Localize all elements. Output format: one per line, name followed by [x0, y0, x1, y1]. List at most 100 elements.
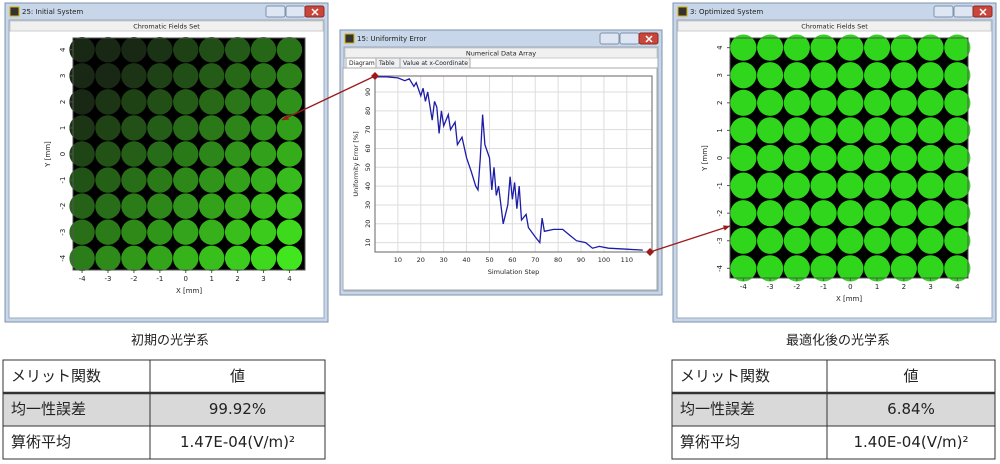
close-icon — [311, 8, 319, 16]
window-icon — [9, 6, 20, 17]
light-spot — [250, 115, 277, 141]
y-tick-label: 3 — [716, 73, 724, 77]
light-spot — [810, 34, 837, 61]
light-spot — [890, 172, 917, 199]
light-spot — [173, 63, 199, 89]
light-spot — [837, 89, 864, 116]
light-spot — [250, 167, 277, 193]
window-button[interactable] — [953, 5, 974, 18]
light-spot — [917, 62, 944, 89]
light-spot — [783, 255, 810, 282]
light-spot — [276, 245, 303, 271]
y-tick-label: 0 — [59, 152, 67, 156]
light-spot — [730, 144, 757, 172]
light-spot — [917, 89, 944, 116]
x-tick-label: 0 — [848, 283, 852, 291]
table-cell: 1.47E-04(V/m)² — [180, 433, 295, 451]
light-spot — [276, 219, 303, 245]
x-tick-label: 40 — [462, 256, 470, 264]
x-tick-label: 2 — [902, 283, 906, 291]
data-line — [375, 76, 643, 251]
table-cell: 均一性誤差 — [11, 400, 86, 418]
x-tick-label: 50 — [485, 256, 493, 264]
x-tick-label: -3 — [767, 283, 774, 291]
arrow-tail — [646, 248, 654, 256]
light-spot — [917, 34, 944, 61]
light-spot — [783, 89, 810, 116]
light-spot — [783, 172, 810, 199]
light-spot — [250, 219, 277, 245]
close-icon — [645, 35, 653, 43]
light-spot — [730, 117, 757, 144]
window-button[interactable] — [619, 32, 640, 45]
light-spot — [944, 34, 971, 61]
light-spot — [147, 219, 173, 245]
light-spot — [757, 89, 784, 116]
light-spot — [783, 34, 810, 61]
arrow-head — [282, 114, 289, 120]
light-spot — [944, 62, 971, 89]
light-spot — [917, 144, 944, 172]
light-spot — [69, 167, 95, 193]
light-spot — [95, 193, 121, 219]
y-tick-label: 70 — [364, 126, 372, 134]
x-tick-label: -1 — [156, 275, 163, 283]
window-icon — [677, 6, 688, 17]
window-button[interactable] — [599, 32, 620, 45]
light-spot — [863, 172, 891, 199]
light-spot — [173, 193, 199, 219]
caption: 初期の光学系 — [131, 333, 209, 349]
light-spot — [224, 115, 251, 141]
light-spot — [757, 34, 784, 61]
light-spot — [757, 227, 784, 254]
light-spot — [121, 63, 147, 89]
light-spot — [198, 167, 225, 193]
window-button[interactable] — [285, 5, 306, 18]
light-spot — [863, 200, 891, 227]
caption: 最適化後の光学系 — [786, 333, 890, 349]
light-spot — [121, 141, 147, 167]
table-cell: 均一性誤差 — [680, 400, 755, 418]
light-spot — [250, 37, 277, 63]
y-tick-label: -4 — [716, 264, 724, 272]
y-tick-label: 90 — [364, 88, 372, 96]
light-spot — [783, 200, 810, 227]
chart-panel — [342, 67, 658, 291]
tab-label: Table — [378, 60, 395, 67]
light-spot — [224, 141, 251, 167]
window-button[interactable] — [933, 5, 954, 18]
table-header: 値 — [230, 367, 245, 385]
light-spot — [837, 62, 864, 89]
light-spot — [276, 167, 303, 193]
x-tick-label: 60 — [508, 256, 516, 264]
y-tick-label: -3 — [716, 237, 724, 244]
x-tick-label: -2 — [793, 283, 800, 291]
y-tick-label: 10 — [364, 238, 372, 246]
window-icon — [344, 33, 355, 44]
light-spot — [250, 245, 277, 271]
light-spot — [890, 255, 917, 282]
light-spot — [757, 62, 784, 89]
light-spot — [224, 167, 251, 193]
light-spot — [173, 245, 199, 271]
y-tick-label: 50 — [364, 163, 372, 171]
light-spot — [810, 89, 837, 116]
light-spot — [147, 115, 173, 141]
pointer-arrow — [649, 225, 731, 253]
x-tick-label: 1 — [875, 283, 879, 291]
header-text: Numerical Data Array — [466, 50, 536, 58]
light-spot — [890, 117, 917, 144]
light-spot — [173, 219, 199, 245]
light-spot — [173, 115, 199, 141]
x-tick-label: 3 — [261, 275, 265, 283]
x-tick-label: 0 — [184, 275, 188, 283]
x-axis-label: X [mm] — [176, 287, 202, 295]
light-spot — [198, 245, 225, 271]
light-spot — [173, 89, 199, 115]
window-button[interactable] — [265, 5, 286, 18]
table-row-shade — [3, 393, 325, 426]
light-spot — [917, 117, 944, 144]
table-border — [2, 359, 326, 460]
light-spot — [944, 255, 971, 282]
light-spot — [730, 255, 757, 282]
